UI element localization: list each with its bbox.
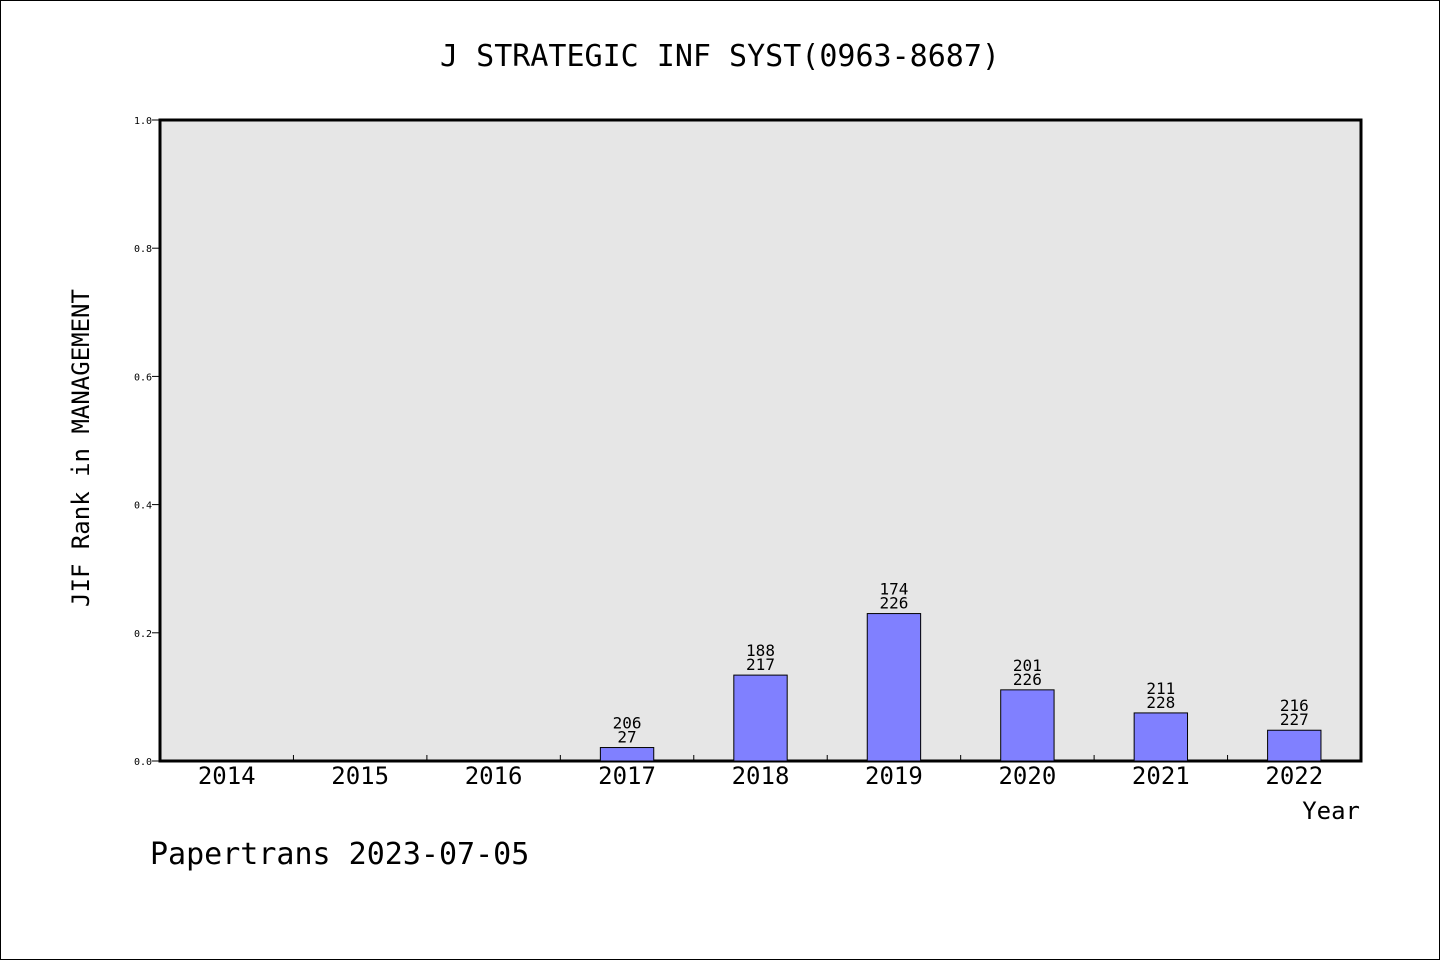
bar-rank-label: 211: [1146, 679, 1175, 698]
bar-total-label: 217: [746, 655, 775, 674]
bar-rank-label: 174: [879, 580, 908, 599]
bar-total-label: 228: [1146, 693, 1175, 712]
bar-total-label: 226: [879, 594, 908, 613]
bar-2018: [733, 674, 788, 762]
x-tick-label: 2014: [198, 762, 256, 790]
y-tick-label: 1.0: [134, 116, 152, 127]
chart-title: J STRATEGIC INF SYST(0963-8687): [440, 39, 1000, 74]
y-axis-label: JIF Rank in MANAGEMENT: [67, 289, 95, 607]
bar-rank-label: 206: [613, 714, 642, 733]
bar-2021: [1133, 712, 1189, 762]
y-tick-label: 0.6: [134, 372, 152, 383]
bar-total-label: 226: [1013, 670, 1042, 689]
y-tick-label: 0.0: [134, 757, 152, 768]
x-axis-label: Year: [1302, 797, 1360, 825]
y-tick-label: 0.2: [134, 629, 152, 640]
x-tick-label: 2019: [865, 762, 923, 790]
y-tick-label: 0.8: [134, 244, 152, 255]
bar-2019: [866, 613, 922, 762]
x-tick-label: 2018: [732, 762, 790, 790]
x-tick-label: 2016: [465, 762, 523, 790]
x-axis: 2014 2015 2016 2017 2018 2019 2020 2021 2022: [198, 755, 1323, 790]
x-tick-label: 2022: [1265, 762, 1323, 790]
y-axis: 0.0 0.2 0.4 0.6 0.8 1.0: [134, 116, 160, 768]
bar-2022: [1267, 729, 1322, 762]
bar-rank-label: 201: [1013, 656, 1042, 675]
x-tick-label: 2015: [331, 762, 389, 790]
bar-rank-label: 216: [1280, 696, 1309, 715]
bar-2017: [599, 747, 655, 762]
x-tick-label: 2020: [998, 762, 1056, 790]
y-tick-label: 0.4: [134, 501, 152, 512]
bar-total-label: 227: [1280, 710, 1309, 729]
plot-area: [158, 118, 1363, 763]
x-tick-label: 2021: [1132, 762, 1190, 790]
bar-total-label: 27: [617, 728, 636, 747]
x-tick-label: 2017: [598, 762, 656, 790]
footer-credit: Papertrans 2023-07-05: [150, 837, 529, 872]
bar-2020: [1000, 689, 1055, 762]
bar-rank-label: 188: [746, 641, 775, 660]
